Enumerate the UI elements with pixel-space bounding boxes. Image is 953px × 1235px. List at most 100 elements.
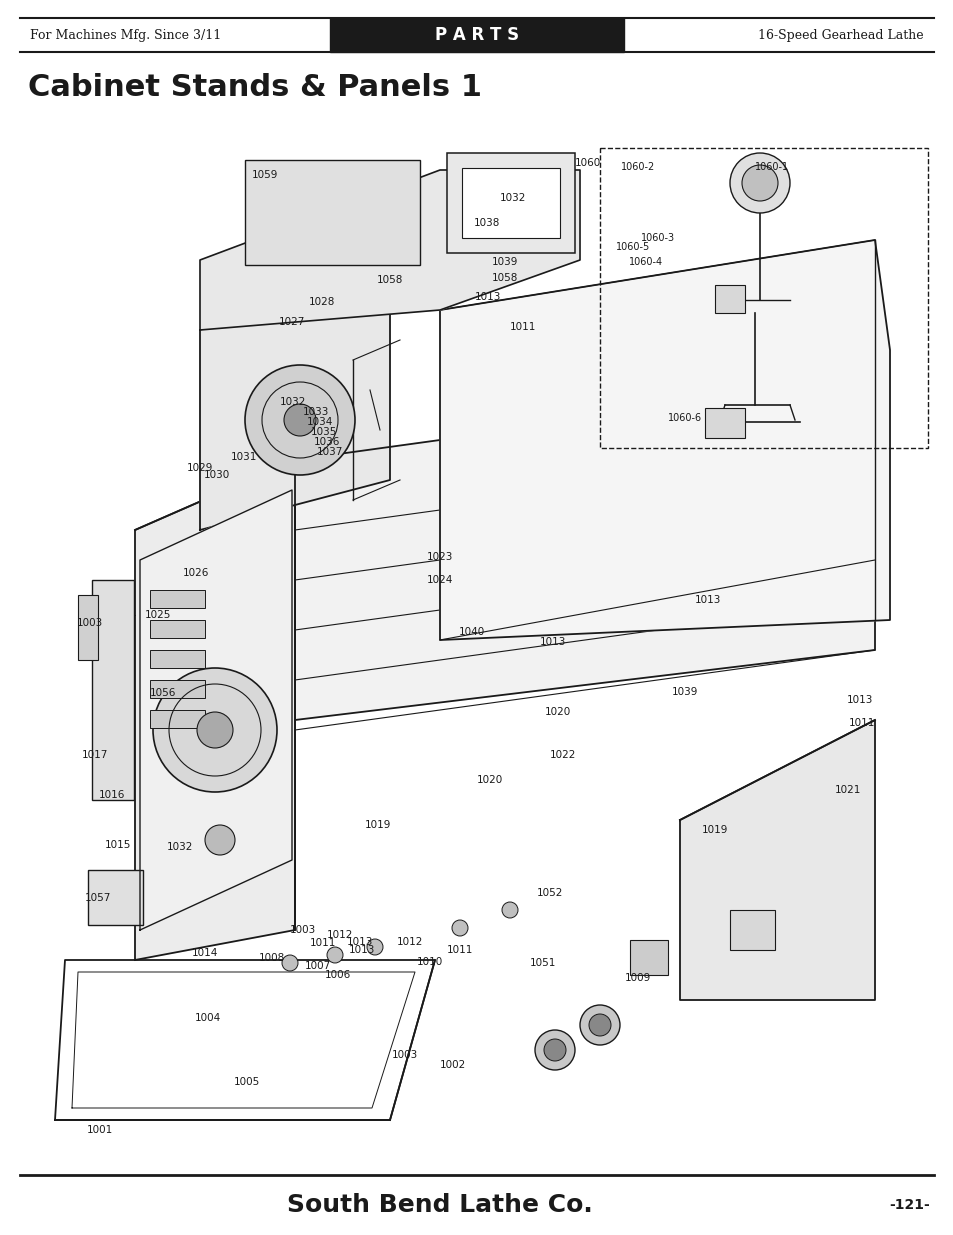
Bar bbox=[150, 590, 205, 608]
Text: 1039: 1039 bbox=[671, 687, 698, 697]
Text: 1032: 1032 bbox=[279, 396, 306, 408]
Text: 1002: 1002 bbox=[439, 1060, 466, 1070]
Text: 1039: 1039 bbox=[492, 257, 517, 267]
Circle shape bbox=[282, 955, 297, 971]
Text: 1011: 1011 bbox=[848, 718, 874, 727]
Circle shape bbox=[579, 1005, 619, 1045]
Circle shape bbox=[452, 920, 468, 936]
Circle shape bbox=[245, 366, 355, 475]
Text: 1006: 1006 bbox=[325, 969, 351, 981]
Text: 1060-2: 1060-2 bbox=[620, 162, 655, 172]
Text: 1036: 1036 bbox=[314, 437, 340, 447]
Text: 1059: 1059 bbox=[252, 170, 278, 180]
Text: 1033: 1033 bbox=[302, 408, 329, 417]
Text: 1060-5: 1060-5 bbox=[616, 242, 649, 252]
Text: 1004: 1004 bbox=[194, 1013, 221, 1023]
Bar bbox=[447, 153, 575, 253]
Text: 1012: 1012 bbox=[396, 937, 423, 947]
Text: 1009: 1009 bbox=[624, 973, 651, 983]
Circle shape bbox=[327, 947, 343, 963]
Circle shape bbox=[729, 153, 789, 212]
Text: 1060-1: 1060-1 bbox=[754, 162, 788, 172]
Text: 1028: 1028 bbox=[309, 296, 335, 308]
Text: 1025: 1025 bbox=[145, 610, 171, 620]
Text: 1014: 1014 bbox=[192, 948, 218, 958]
Text: 1051: 1051 bbox=[529, 958, 556, 968]
Text: -121-: -121- bbox=[889, 1198, 929, 1212]
Text: P A R T S: P A R T S bbox=[435, 26, 518, 44]
Circle shape bbox=[588, 1014, 610, 1036]
Text: 1003: 1003 bbox=[290, 925, 315, 935]
Polygon shape bbox=[200, 170, 579, 330]
Polygon shape bbox=[140, 490, 292, 930]
Text: 1013: 1013 bbox=[539, 637, 565, 647]
Text: 1013: 1013 bbox=[846, 695, 872, 705]
Circle shape bbox=[284, 404, 315, 436]
Bar bbox=[714, 285, 744, 312]
Text: 1020: 1020 bbox=[544, 706, 571, 718]
Text: 1003: 1003 bbox=[77, 618, 103, 629]
Text: 1005: 1005 bbox=[233, 1077, 260, 1087]
Text: 1037: 1037 bbox=[316, 447, 343, 457]
Polygon shape bbox=[439, 240, 889, 640]
Text: 1035: 1035 bbox=[311, 427, 336, 437]
Text: 1057: 1057 bbox=[85, 893, 112, 903]
Text: 1001: 1001 bbox=[87, 1125, 113, 1135]
Text: 1060-3: 1060-3 bbox=[640, 233, 675, 243]
Text: 1021: 1021 bbox=[834, 785, 861, 795]
Text: 1017: 1017 bbox=[82, 750, 108, 760]
Text: 1019: 1019 bbox=[364, 820, 391, 830]
Text: 1027: 1027 bbox=[278, 317, 305, 327]
Text: 1038: 1038 bbox=[474, 219, 499, 228]
Circle shape bbox=[367, 939, 382, 955]
Text: 1020: 1020 bbox=[476, 776, 502, 785]
Text: 16-Speed Gearhead Lathe: 16-Speed Gearhead Lathe bbox=[758, 28, 923, 42]
Bar bbox=[599, 148, 927, 448]
Text: 1011: 1011 bbox=[310, 939, 335, 948]
Text: 1034: 1034 bbox=[307, 417, 333, 427]
Bar bbox=[629, 940, 667, 974]
Text: Cabinet Stands & Panels 1: Cabinet Stands & Panels 1 bbox=[28, 74, 481, 103]
Polygon shape bbox=[200, 261, 390, 530]
Circle shape bbox=[535, 1030, 575, 1070]
Text: 1058: 1058 bbox=[376, 275, 403, 285]
Circle shape bbox=[196, 713, 233, 748]
Text: 1060: 1060 bbox=[575, 158, 600, 168]
Text: 1058: 1058 bbox=[492, 273, 517, 283]
Text: 1013: 1013 bbox=[349, 945, 375, 955]
Polygon shape bbox=[679, 720, 874, 1000]
Polygon shape bbox=[294, 380, 874, 720]
Text: 1011: 1011 bbox=[509, 322, 536, 332]
Text: 1019: 1019 bbox=[701, 825, 727, 835]
Text: 1030: 1030 bbox=[204, 471, 230, 480]
Bar bbox=[91, 580, 133, 800]
Circle shape bbox=[205, 825, 234, 855]
Circle shape bbox=[543, 1039, 565, 1061]
Text: 1007: 1007 bbox=[305, 961, 331, 971]
Polygon shape bbox=[55, 960, 435, 1120]
Text: South Bend Lathe Co.: South Bend Lathe Co. bbox=[287, 1193, 592, 1216]
Bar bbox=[245, 161, 419, 266]
Text: 1008: 1008 bbox=[258, 953, 285, 963]
Text: 1060-4: 1060-4 bbox=[628, 257, 662, 267]
Bar bbox=[150, 650, 205, 668]
Text: 1032: 1032 bbox=[499, 193, 526, 203]
Text: 1011: 1011 bbox=[446, 945, 473, 955]
Text: 1060-6: 1060-6 bbox=[667, 412, 701, 424]
Text: 1013: 1013 bbox=[694, 595, 720, 605]
Text: 1031: 1031 bbox=[231, 452, 257, 462]
Bar bbox=[729, 910, 774, 950]
Bar bbox=[78, 595, 98, 659]
Circle shape bbox=[152, 668, 276, 792]
Text: For Machines Mfg. Since 3/11: For Machines Mfg. Since 3/11 bbox=[30, 28, 221, 42]
Text: 1003: 1003 bbox=[392, 1050, 417, 1060]
Text: 1016: 1016 bbox=[99, 790, 125, 800]
Text: 1013: 1013 bbox=[475, 291, 500, 303]
Bar bbox=[88, 869, 143, 925]
Text: 1015: 1015 bbox=[105, 840, 132, 850]
Text: 1022: 1022 bbox=[549, 750, 576, 760]
Circle shape bbox=[741, 165, 778, 201]
Bar bbox=[330, 19, 623, 52]
Text: 1040: 1040 bbox=[458, 627, 485, 637]
Text: 1010: 1010 bbox=[416, 957, 442, 967]
